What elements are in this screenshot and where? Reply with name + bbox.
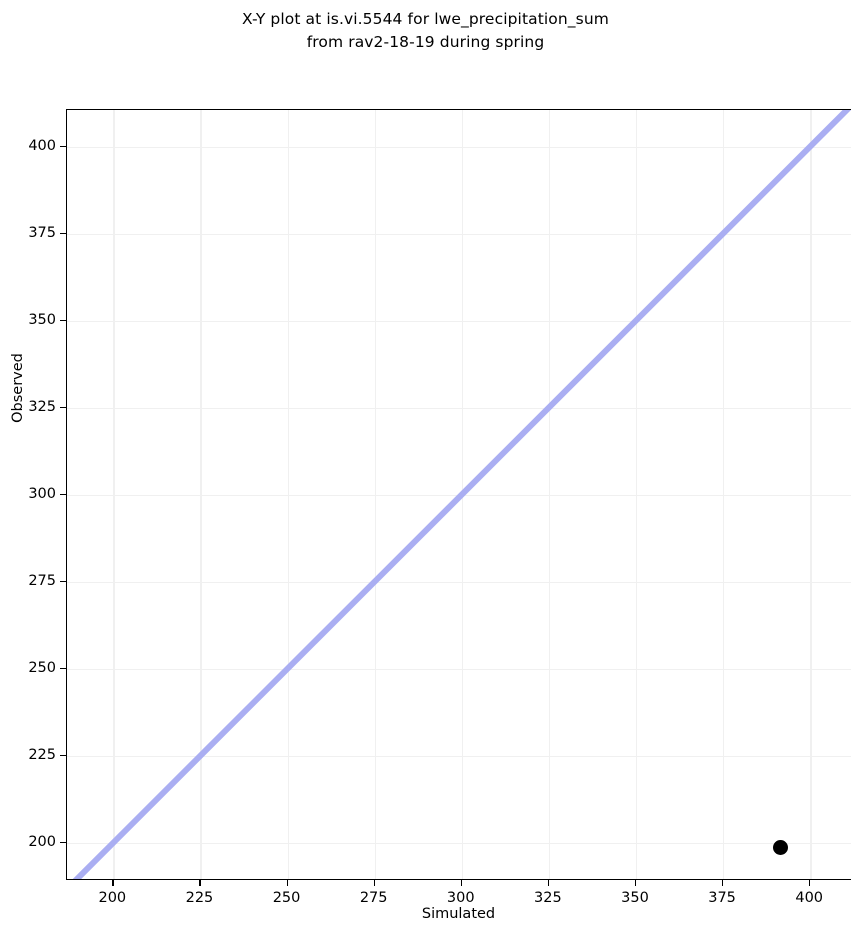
x-tick-label: 200: [98, 890, 127, 906]
x-tick-mark: [547, 880, 550, 886]
y-tick-label: 250: [28, 659, 56, 676]
y-tick-mark: [60, 232, 66, 234]
y-tick-label: 350: [28, 311, 56, 328]
y-tick-label: 275: [28, 572, 56, 589]
x-tick-label: 300: [446, 890, 475, 906]
gridline-horizontal: [67, 407, 851, 409]
gridline-horizontal: [67, 146, 851, 148]
y-tick-label: 375: [28, 224, 56, 241]
x-tick-mark: [460, 880, 463, 886]
x-tick-mark: [199, 880, 201, 886]
y-tick-mark: [60, 667, 66, 669]
y-tick-label: 300: [28, 485, 56, 502]
y-tick-label: 400: [28, 137, 56, 154]
x-tick-label: 400: [795, 890, 824, 906]
x-tick-label: 375: [708, 890, 736, 906]
x-axis-label: Simulated: [421, 906, 496, 922]
x-tick-label: 350: [621, 890, 649, 906]
gridline-horizontal: [67, 233, 851, 235]
y-tick-mark: [60, 145, 66, 147]
y-tick-label: 225: [28, 746, 56, 763]
x-tick-mark: [112, 880, 114, 886]
y-tick-mark: [60, 319, 66, 321]
data-point: [773, 839, 789, 855]
x-tick-mark: [286, 880, 288, 886]
y-tick-mark: [60, 841, 66, 843]
plot-area: [66, 109, 851, 880]
gridline-horizontal: [67, 842, 851, 845]
y-tick-mark: [60, 580, 66, 582]
y-tick-mark: [60, 493, 66, 495]
y-tick-label: 325: [28, 398, 56, 415]
x-tick-label: 225: [185, 890, 214, 906]
chart-title: X-Y plot at is.vi.5544 for lwe_precipita…: [242, 10, 609, 51]
x-tick-label: 250: [272, 890, 301, 906]
x-tick-label: 275: [359, 890, 388, 906]
y-tick-mark: [60, 754, 66, 756]
x-tick-mark: [373, 880, 375, 886]
gridline-horizontal: [67, 320, 851, 322]
x-tick-mark: [809, 880, 811, 886]
gridline-horizontal: [67, 668, 851, 671]
gridline-horizontal: [67, 755, 851, 758]
gridline-horizontal: [67, 494, 851, 497]
y-tick-label: 200: [28, 833, 56, 850]
x-tick-mark: [722, 880, 724, 886]
y-axis-label: Observed: [10, 353, 26, 423]
gridline-horizontal: [67, 581, 851, 584]
x-tick-label: 325: [534, 890, 562, 906]
y-tick-mark: [60, 406, 66, 408]
x-tick-mark: [634, 880, 637, 886]
